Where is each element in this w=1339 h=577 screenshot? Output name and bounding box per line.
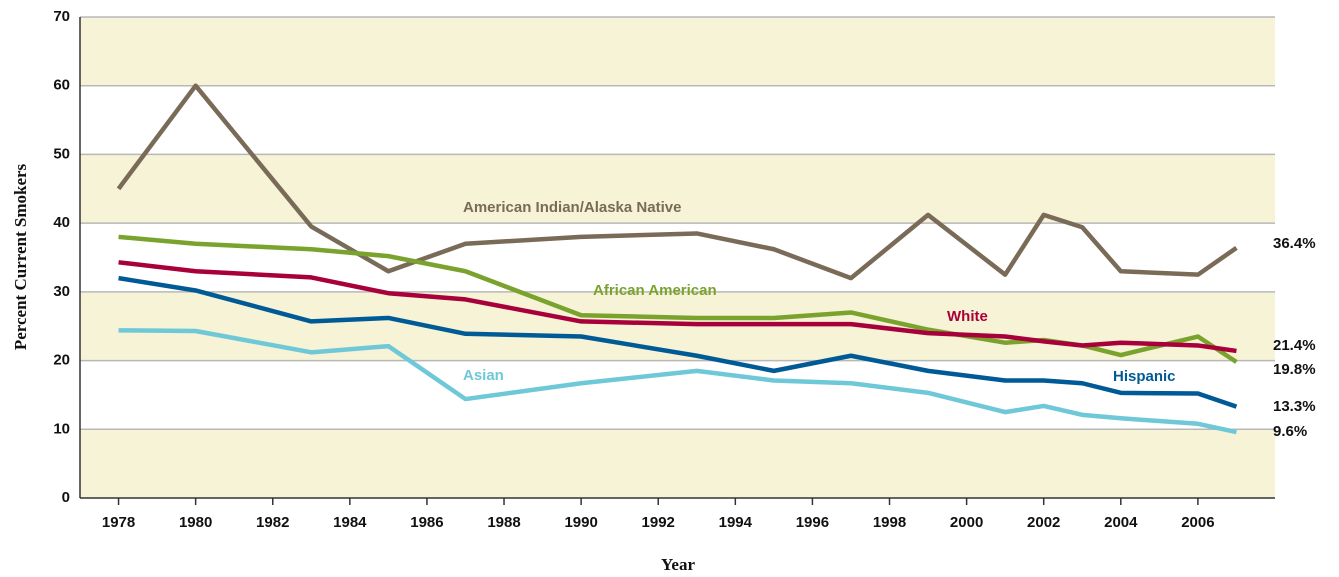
line-series (118, 275, 1238, 409)
x-tick-label: 1984 (333, 514, 367, 531)
value-label: 9.6% (1273, 423, 1307, 440)
y-tick-label: 20 (53, 352, 70, 369)
y-tick-label: 50 (53, 145, 70, 162)
y-axis-title: Percent Current Smokers (11, 163, 30, 350)
x-tick-label: 1986 (410, 514, 443, 531)
line-series (118, 260, 1237, 354)
x-axis-title: Year (661, 555, 695, 574)
x-tick-label: 2004 (1104, 514, 1138, 531)
x-tick-label: 2006 (1181, 514, 1214, 531)
series-label: Asian (463, 367, 504, 384)
y-tick-label: 0 (62, 489, 70, 506)
value-label: 36.4% (1273, 235, 1316, 252)
band (80, 17, 1275, 86)
y-tick-label: 40 (53, 214, 70, 231)
x-tick-label: 1998 (873, 514, 906, 531)
y-tick-label: 60 (53, 77, 70, 94)
x-tick-label: 1982 (256, 514, 289, 531)
band (80, 429, 1275, 498)
band (80, 291, 1275, 361)
x-tick-label: 1994 (719, 514, 753, 531)
y-tick-label: 30 (53, 283, 70, 300)
line-series (116, 83, 1238, 281)
y-tick-label: 70 (53, 8, 70, 25)
x-tick-label: 1980 (179, 514, 212, 531)
y-tick-label: 10 (53, 420, 70, 437)
x-tick-label: 2002 (1027, 514, 1060, 531)
series-label: African American (593, 282, 717, 299)
x-tick-label: 1978 (102, 514, 135, 531)
value-label: 21.4% (1273, 337, 1316, 354)
x-tick-label: 1990 (564, 514, 597, 531)
x-tick-label: 1992 (642, 514, 675, 531)
x-tick-label: 2000 (950, 514, 983, 531)
series-label: White (947, 308, 988, 325)
x-tick-label: 1988 (487, 514, 520, 531)
series-label: Hispanic (1113, 368, 1176, 385)
value-label: 19.8% (1273, 361, 1316, 378)
line-series (118, 328, 1237, 435)
line-series (118, 234, 1238, 364)
series-label: American Indian/Alaska Native (463, 199, 681, 216)
value-label: 13.3% (1273, 398, 1316, 415)
x-tick-label: 1996 (796, 514, 829, 531)
